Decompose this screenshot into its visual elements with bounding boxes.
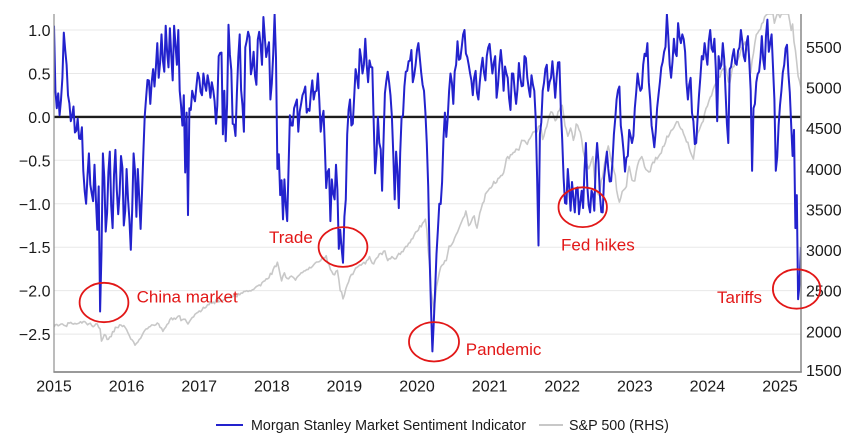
svg-text:0.5: 0.5: [28, 67, 50, 84]
svg-text:2017: 2017: [181, 379, 217, 396]
svg-text:−1.5: −1.5: [19, 240, 51, 257]
svg-text:4000: 4000: [806, 162, 842, 179]
svg-text:3000: 3000: [806, 243, 842, 260]
svg-text:2000: 2000: [806, 324, 842, 341]
svg-text:3500: 3500: [806, 202, 842, 219]
svg-text:S&P 500 (RHS): S&P 500 (RHS): [569, 418, 669, 434]
svg-text:2015: 2015: [36, 379, 72, 396]
svg-text:−2.0: −2.0: [19, 284, 51, 301]
svg-text:4500: 4500: [806, 121, 842, 138]
svg-text:Morgan Stanley Market Sentimen: Morgan Stanley Market Sentiment Indicato…: [251, 418, 526, 434]
svg-text:2020: 2020: [399, 379, 435, 396]
svg-text:Fed hikes: Fed hikes: [561, 235, 635, 254]
svg-text:5500: 5500: [806, 40, 842, 57]
svg-text:2500: 2500: [806, 284, 842, 301]
svg-text:0.0: 0.0: [28, 110, 50, 127]
svg-text:−2.5: −2.5: [19, 327, 51, 344]
svg-text:Trade: Trade: [269, 228, 313, 247]
svg-text:1500: 1500: [806, 363, 842, 380]
svg-text:1.0: 1.0: [28, 23, 50, 40]
svg-text:2025: 2025: [762, 379, 798, 396]
svg-text:5000: 5000: [806, 80, 842, 97]
svg-text:2016: 2016: [109, 379, 145, 396]
svg-text:−1.0: −1.0: [19, 197, 51, 214]
svg-text:2018: 2018: [254, 379, 290, 396]
svg-text:2019: 2019: [327, 379, 363, 396]
svg-text:2022: 2022: [544, 379, 580, 396]
svg-text:2024: 2024: [690, 379, 726, 396]
svg-text:2021: 2021: [472, 379, 508, 396]
svg-text:Pandemic: Pandemic: [466, 340, 542, 359]
svg-text:−0.5: −0.5: [19, 153, 51, 170]
svg-text:China market: China market: [137, 288, 238, 307]
svg-text:2023: 2023: [617, 379, 653, 396]
svg-text:Tariffs: Tariffs: [717, 288, 762, 307]
